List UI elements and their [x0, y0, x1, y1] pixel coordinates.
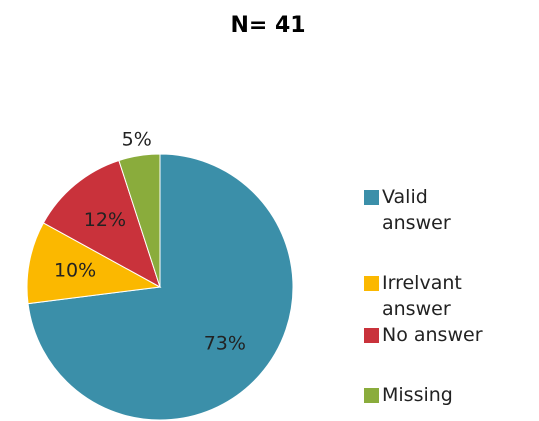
- legend-swatch: [364, 388, 379, 403]
- legend-label: Valid answer: [382, 186, 451, 234]
- chart-title: N= 41: [230, 13, 305, 38]
- legend: Valid answer Irrelvant answer No answer Mis…: [364, 184, 524, 408]
- legend-label: No answer: [382, 324, 483, 346]
- legend-item: No answer: [364, 322, 492, 348]
- legend-label: Missing: [382, 384, 453, 406]
- legend-label: Irrelvant answer: [382, 272, 462, 320]
- data-label: 73%: [204, 333, 246, 355]
- pie-slice: [118, 153, 161, 288]
- legend-item: Missing: [364, 382, 492, 408]
- legend-swatch: [364, 276, 379, 291]
- legend-swatch: [364, 190, 379, 205]
- legend-item: Valid answer: [364, 184, 492, 236]
- pie-slice: [26, 222, 162, 305]
- pie-slice: [42, 159, 161, 289]
- data-label: 12%: [84, 209, 126, 231]
- legend-item: Irrelvant answer: [364, 270, 492, 322]
- data-label: 10%: [54, 259, 96, 281]
- legend-swatch: [364, 328, 379, 343]
- data-label: 5%: [122, 128, 152, 150]
